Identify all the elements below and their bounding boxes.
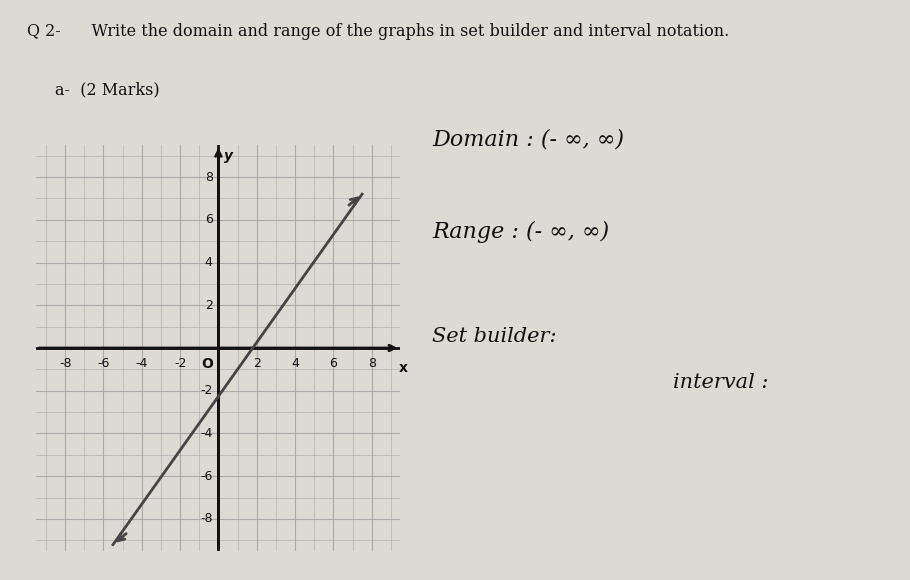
Text: -2: -2 (200, 384, 213, 397)
Text: -6: -6 (97, 357, 109, 369)
Text: -4: -4 (200, 427, 213, 440)
Text: Q 2-      Write the domain and range of the graphs in set builder and interval n: Q 2- Write the domain and range of the g… (27, 23, 730, 40)
Text: x: x (399, 361, 408, 375)
Text: -8: -8 (59, 357, 71, 369)
Text: 6: 6 (329, 357, 338, 369)
Text: Set builder:: Set builder: (432, 327, 557, 346)
Text: 2: 2 (205, 299, 213, 312)
Text: -2: -2 (174, 357, 187, 369)
Text: -8: -8 (200, 513, 213, 525)
Text: a-  (2 Marks): a- (2 Marks) (55, 81, 159, 98)
Text: 4: 4 (291, 357, 299, 369)
Text: O: O (201, 357, 213, 371)
Text: 2: 2 (253, 357, 260, 369)
Text: -4: -4 (136, 357, 148, 369)
Text: Range : (- ∞, ∞): Range : (- ∞, ∞) (432, 221, 610, 243)
Text: -6: -6 (200, 470, 213, 483)
Text: interval :: interval : (673, 374, 769, 392)
Text: 8: 8 (368, 357, 376, 369)
Text: y: y (224, 149, 233, 164)
Text: 4: 4 (205, 256, 213, 269)
Text: Domain : (- ∞, ∞): Domain : (- ∞, ∞) (432, 128, 624, 150)
Text: 6: 6 (205, 213, 213, 226)
Text: 8: 8 (205, 171, 213, 183)
